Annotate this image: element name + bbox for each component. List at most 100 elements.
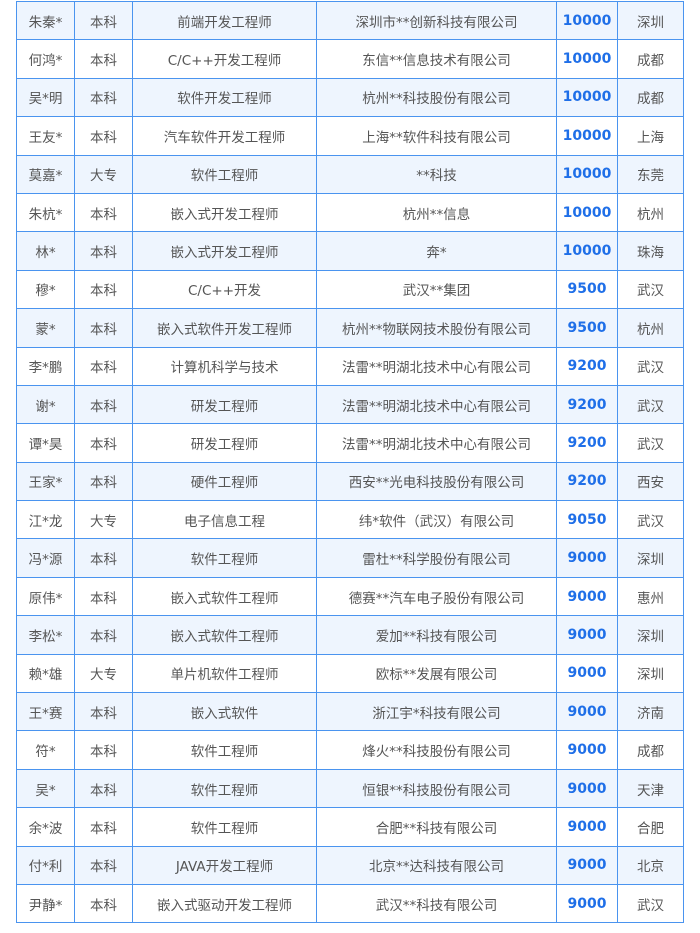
- position-cell: 嵌入式软件开发工程师: [132, 308, 317, 348]
- salary-cell: 9500: [556, 308, 618, 348]
- position-cell: 软件工程师: [132, 154, 317, 194]
- salary-cell: 9050: [556, 500, 618, 540]
- salary-cell: 10000: [556, 0, 618, 41]
- city-cell: 成都: [617, 730, 684, 770]
- position-cell: 软件工程师: [132, 538, 317, 578]
- city-cell: 上海: [617, 116, 684, 156]
- company-cell: 西安**光电科技股份有限公司: [316, 461, 557, 502]
- company-cell: 德赛**汽车电子股份有限公司: [316, 576, 557, 617]
- name-cell: 赖*雄: [16, 653, 75, 694]
- name-cell: 谢*: [16, 384, 75, 425]
- city-cell: 杭州: [617, 308, 684, 348]
- company-cell: 杭州**信息: [316, 192, 557, 233]
- company-cell: 东信**信息技术有限公司: [316, 39, 557, 79]
- name-cell: 谭*昊: [16, 423, 75, 463]
- degree-cell: 本科: [74, 538, 133, 578]
- position-cell: 嵌入式开发工程师: [132, 192, 317, 233]
- name-cell: 王家*: [16, 461, 75, 502]
- degree-cell: 本科: [74, 845, 133, 885]
- degree-cell: 本科: [74, 883, 133, 924]
- salary-table: 朱秦* 本科 前端开发工程师 深圳市**创新科技有限公司 10000 深圳 何鸿* 本科 C/C…: [16, 0, 684, 924]
- salary-cell: 10000: [556, 116, 618, 156]
- degree-cell: 本科: [74, 192, 133, 233]
- degree-cell: 本科: [74, 730, 133, 770]
- city-cell: 济南: [617, 692, 684, 732]
- degree-cell: 本科: [74, 346, 133, 386]
- table-row: 李*鹏 本科 计算机科学与技术 法雷**明湖北技术中心有限公司 9200 武汉: [16, 346, 684, 386]
- name-cell: 莫嘉*: [16, 154, 75, 194]
- degree-cell: 本科: [74, 0, 133, 41]
- table-row: 蒙* 本科 嵌入式软件开发工程师 杭州**物联网技术股份有限公司 9500 杭州: [16, 308, 684, 348]
- city-cell: 成都: [617, 77, 684, 118]
- salary-cell: 10000: [556, 231, 618, 271]
- table-row: 江*龙 大专 电子信息工程 纬*软件（武汉）有限公司 9050 武汉: [16, 500, 684, 540]
- name-cell: 吴*明: [16, 77, 75, 118]
- company-cell: 上海**软件科技有限公司: [316, 116, 557, 156]
- salary-cell: 10000: [556, 77, 618, 118]
- company-cell: 法雷**明湖北技术中心有限公司: [316, 346, 557, 386]
- city-cell: 武汉: [617, 883, 684, 924]
- degree-cell: 本科: [74, 615, 133, 655]
- city-cell: 珠海: [617, 231, 684, 271]
- company-cell: 纬*软件（武汉）有限公司: [316, 500, 557, 540]
- table-row: 吴* 本科 软件工程师 恒银**科技股份有限公司 9000 天津: [16, 768, 684, 809]
- table-row: 穆* 本科 C/C++开发 武汉**集团 9500 武汉: [16, 269, 684, 310]
- salary-cell: 9000: [556, 768, 618, 809]
- position-cell: 前端开发工程师: [132, 0, 317, 41]
- degree-cell: 本科: [74, 116, 133, 156]
- city-cell: 北京: [617, 845, 684, 885]
- degree-cell: 大专: [74, 500, 133, 540]
- name-cell: 原伟*: [16, 576, 75, 617]
- company-cell: 北京**达科技有限公司: [316, 845, 557, 885]
- table-row: 何鸿* 本科 C/C++开发工程师 东信**信息技术有限公司 10000 成都: [16, 39, 684, 79]
- degree-cell: 大专: [74, 653, 133, 694]
- salary-cell: 9000: [556, 615, 618, 655]
- position-cell: 嵌入式开发工程师: [132, 231, 317, 271]
- name-cell: 蒙*: [16, 308, 75, 348]
- company-cell: 雷杜**科学股份有限公司: [316, 538, 557, 578]
- city-cell: 惠州: [617, 576, 684, 617]
- position-cell: 嵌入式驱动开发工程师: [132, 883, 317, 924]
- company-cell: 欧标**发展有限公司: [316, 653, 557, 694]
- table-row: 余*波 本科 软件工程师 合肥**科技有限公司 9000 合肥: [16, 807, 684, 847]
- position-cell: 嵌入式软件: [132, 692, 317, 732]
- table-row: 王友* 本科 汽车软件开发工程师 上海**软件科技有限公司 10000 上海: [16, 116, 684, 156]
- table-row: 林* 本科 嵌入式开发工程师 奔* 10000 珠海: [16, 231, 684, 271]
- degree-cell: 本科: [74, 461, 133, 502]
- position-cell: 汽车软件开发工程师: [132, 116, 317, 156]
- name-cell: 余*波: [16, 807, 75, 847]
- degree-cell: 本科: [74, 807, 133, 847]
- city-cell: 武汉: [617, 384, 684, 425]
- degree-cell: 本科: [74, 269, 133, 310]
- city-cell: 深圳: [617, 653, 684, 694]
- name-cell: 朱杭*: [16, 192, 75, 233]
- name-cell: 吴*: [16, 768, 75, 809]
- company-cell: 法雷**明湖北技术中心有限公司: [316, 423, 557, 463]
- degree-cell: 本科: [74, 77, 133, 118]
- name-cell: 符*: [16, 730, 75, 770]
- name-cell: 冯*源: [16, 538, 75, 578]
- city-cell: 东莞: [617, 154, 684, 194]
- city-cell: 武汉: [617, 346, 684, 386]
- position-cell: 硬件工程师: [132, 461, 317, 502]
- salary-cell: 9200: [556, 423, 618, 463]
- position-cell: C/C++开发: [132, 269, 317, 310]
- table-row: 冯*源 本科 软件工程师 雷杜**科学股份有限公司 9000 深圳: [16, 538, 684, 578]
- name-cell: 李*鹏: [16, 346, 75, 386]
- name-cell: 王友*: [16, 116, 75, 156]
- company-cell: 深圳市**创新科技有限公司: [316, 0, 557, 41]
- city-cell: 武汉: [617, 269, 684, 310]
- position-cell: C/C++开发工程师: [132, 39, 317, 79]
- salary-cell: 9000: [556, 538, 618, 578]
- table-row: 原伟* 本科 嵌入式软件工程师 德赛**汽车电子股份有限公司 9000 惠州: [16, 576, 684, 617]
- position-cell: 软件工程师: [132, 768, 317, 809]
- city-cell: 深圳: [617, 0, 684, 41]
- name-cell: 何鸿*: [16, 39, 75, 79]
- name-cell: 朱秦*: [16, 0, 75, 41]
- salary-cell: 9500: [556, 269, 618, 310]
- table-row: 莫嘉* 大专 软件工程师 **科技 10000 东莞: [16, 154, 684, 194]
- city-cell: 合肥: [617, 807, 684, 847]
- name-cell: 江*龙: [16, 500, 75, 540]
- city-cell: 深圳: [617, 615, 684, 655]
- table-row: 王*赛 本科 嵌入式软件 浙江宇*科技有限公司 9000 济南: [16, 692, 684, 732]
